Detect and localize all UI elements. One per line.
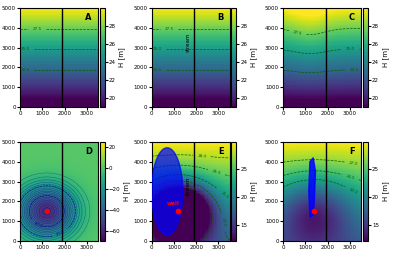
- Y-axis label: H [m]: H [m]: [250, 182, 257, 201]
- Y-axis label: H [m]: H [m]: [119, 48, 126, 67]
- Text: 13.5: 13.5: [186, 185, 196, 192]
- Text: 24.5: 24.5: [345, 174, 355, 180]
- Text: A: A: [85, 13, 92, 22]
- Text: B: B: [217, 13, 224, 22]
- Y-axis label: H [m]: H [m]: [382, 182, 388, 201]
- Text: 25.0: 25.0: [21, 47, 30, 51]
- Polygon shape: [309, 158, 316, 217]
- Text: E: E: [218, 147, 224, 156]
- Text: 22.5: 22.5: [21, 68, 30, 72]
- Text: 28.0: 28.0: [197, 154, 206, 158]
- Text: stream: stream: [186, 177, 191, 196]
- Text: F: F: [349, 147, 355, 156]
- Text: D: D: [85, 147, 92, 156]
- Text: 17.5: 17.5: [221, 217, 226, 227]
- Text: 27.5: 27.5: [33, 26, 42, 31]
- Text: 22.5: 22.5: [350, 68, 359, 72]
- Y-axis label: H [m]: H [m]: [382, 48, 388, 67]
- Y-axis label: H [m]: H [m]: [123, 182, 130, 201]
- Text: well: well: [167, 201, 180, 206]
- Text: 22.0: 22.0: [348, 187, 358, 195]
- Text: 22.5: 22.5: [152, 68, 162, 72]
- Text: 27.5: 27.5: [164, 26, 173, 31]
- Text: 25.5: 25.5: [212, 169, 221, 175]
- Text: 25.0: 25.0: [152, 47, 162, 51]
- Polygon shape: [152, 148, 183, 235]
- Text: stream: stream: [186, 33, 191, 52]
- Text: -40.0: -40.0: [34, 221, 44, 229]
- Text: 27.5: 27.5: [293, 30, 302, 36]
- Text: 27.0: 27.0: [348, 161, 358, 166]
- Y-axis label: H [m]: H [m]: [250, 48, 257, 67]
- Text: 21.5: 21.5: [220, 190, 229, 199]
- Text: C: C: [349, 13, 355, 22]
- Text: -20.0: -20.0: [56, 230, 66, 237]
- Text: 25.0: 25.0: [346, 47, 355, 51]
